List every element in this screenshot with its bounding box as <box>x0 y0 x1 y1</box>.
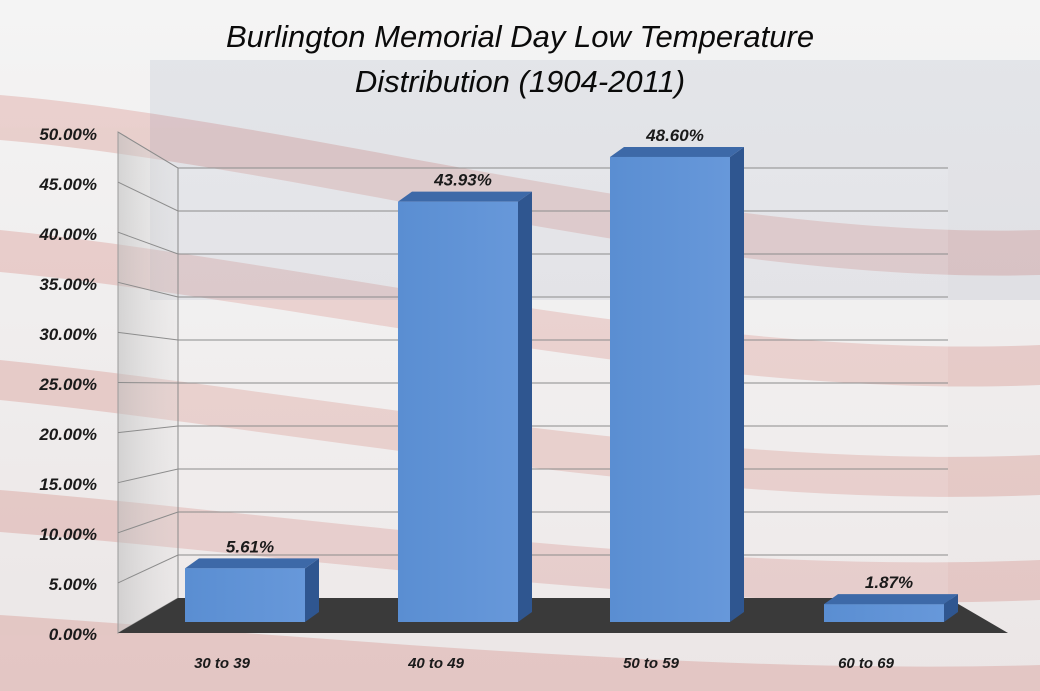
x-category-label: 30 to 39 <box>194 655 251 672</box>
y-tick-label: 50.00% <box>39 125 97 144</box>
bar-side <box>518 191 532 622</box>
gridline <box>117 382 948 384</box>
bar <box>185 558 319 622</box>
y-tick-label: 15.00% <box>39 475 97 494</box>
chart-title-line-1: Burlington Memorial Day Low Temperature <box>226 19 814 54</box>
bar-top <box>610 146 744 157</box>
data-label: 43.93% <box>433 171 492 190</box>
y-tick-label: 5.00% <box>49 575 97 594</box>
y-tick-label: 40.00% <box>38 225 97 244</box>
bar-side <box>305 558 319 622</box>
y-tick-label: 10.00% <box>39 525 97 544</box>
bar-top <box>185 558 319 569</box>
x-category-label: 60 to 69 <box>838 655 895 672</box>
x-category-label: 50 to 59 <box>623 655 680 672</box>
y-tick-label: 25.00% <box>38 375 97 394</box>
y-tick-label: 30.00% <box>39 325 97 344</box>
bar-side <box>944 594 958 622</box>
bars: 5.61% 43.93% 48.60% 1.87% <box>185 126 958 622</box>
data-label: 5.61% <box>226 537 274 556</box>
y-tick-label: 0.00% <box>49 625 97 644</box>
bar <box>824 594 958 622</box>
bar-front <box>185 568 305 622</box>
bar-side <box>730 146 744 622</box>
data-label: 1.87% <box>865 573 913 592</box>
bar-top <box>824 594 958 605</box>
chart-title: Burlington Memorial Day Low Temperature … <box>226 19 814 99</box>
y-tick-label: 45.00% <box>38 175 97 194</box>
x-axis: 30 to 39 40 to 49 50 to 59 60 to 69 <box>194 655 895 672</box>
chart-title-line-2: Distribution (1904-2011) <box>355 64 685 99</box>
x-category-label: 40 to 49 <box>407 655 465 672</box>
bar <box>610 146 744 622</box>
bar <box>398 191 532 622</box>
bar-front <box>398 201 518 622</box>
y-axis: 0.00% 5.00% 10.00% 15.00% 20.00% 25.00% … <box>38 125 97 644</box>
y-tick-label: 35.00% <box>39 275 97 294</box>
bar-front <box>610 156 730 622</box>
chart-floor <box>118 598 1008 633</box>
y-tick-label: 20.00% <box>38 425 97 444</box>
data-label: 48.60% <box>645 126 704 145</box>
bar-front <box>824 604 944 622</box>
bar-top <box>398 191 532 202</box>
chart-walls <box>117 131 948 634</box>
